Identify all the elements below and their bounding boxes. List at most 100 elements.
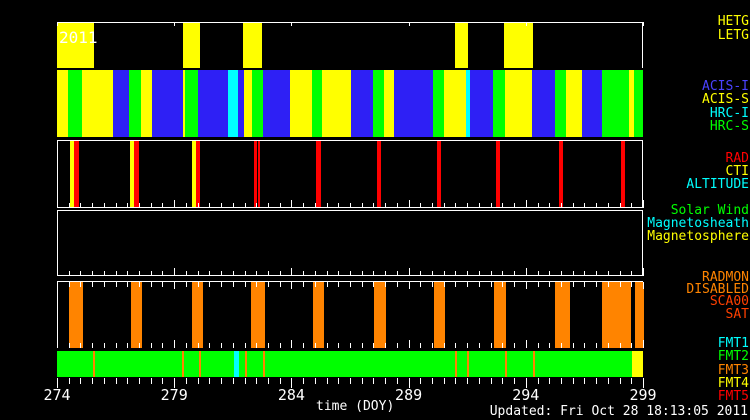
axis-tick: [596, 282, 597, 287]
segment: [254, 141, 257, 207]
axis-tick: [643, 378, 644, 388]
axis-tick: [350, 378, 351, 384]
axis-tick: [127, 271, 128, 276]
axis-tick: [397, 378, 398, 384]
axis-tick: [526, 340, 527, 348]
segment: [496, 141, 501, 207]
year-label: 2011: [59, 28, 98, 47]
segment: [601, 70, 629, 137]
axis-tick: [397, 282, 398, 287]
axis-tick: [221, 378, 222, 384]
right-label: SAT: [725, 307, 749, 322]
segment: [321, 70, 351, 137]
axis-tick: [573, 282, 574, 287]
axis-tick: [397, 343, 398, 348]
segment: [383, 70, 395, 137]
segment: [350, 70, 373, 137]
axis-tick: [291, 282, 292, 289]
axis-tick: [420, 378, 421, 384]
axis-tick: [116, 203, 117, 208]
axis-tick: [280, 378, 281, 384]
segment: [192, 282, 204, 348]
axis-tick: [514, 378, 515, 384]
segment: [183, 70, 185, 137]
axis-tick: [256, 203, 257, 208]
axis-tick: [80, 343, 81, 348]
segment: [455, 351, 457, 377]
axis-tick: [373, 203, 374, 208]
segment: [493, 282, 506, 348]
axis-tick: [104, 282, 105, 287]
segment: [554, 282, 570, 348]
axis-tick: [127, 343, 128, 348]
axis-tick: [467, 378, 468, 384]
axis-tick: [455, 378, 456, 384]
axis-tick: [151, 271, 152, 276]
axis-tick: [198, 378, 199, 384]
axis-tick: [350, 203, 351, 208]
axis-tick: [608, 282, 609, 287]
axis-tick: [420, 343, 421, 348]
axis-tick: [268, 271, 269, 276]
segment: [244, 70, 253, 137]
x-axis-label: time (DOY): [316, 399, 395, 414]
band-radmon: [57, 281, 644, 348]
axis-tick: [596, 203, 597, 208]
axis-tick: [315, 343, 316, 348]
axis-tick: [514, 282, 515, 287]
axis-tick: [291, 268, 292, 276]
band-radzone: [57, 140, 643, 208]
segment: [394, 70, 433, 137]
axis-tick: [620, 282, 621, 287]
axis-tick: [596, 343, 597, 348]
axis-tick: [549, 203, 550, 208]
axis-tick: [127, 203, 128, 208]
axis-tick: [198, 343, 199, 348]
axis-tick: [80, 378, 81, 384]
right-label: FMT1: [717, 336, 749, 351]
axis-tick-label: 279: [160, 386, 188, 404]
axis-tick: [467, 282, 468, 287]
axis-tick: [268, 203, 269, 208]
axis-tick: [491, 282, 492, 287]
axis-tick: [455, 203, 456, 208]
segment: [69, 141, 74, 207]
axis-tick: [373, 271, 374, 276]
axis-tick: [549, 282, 550, 287]
axis-tick: [362, 203, 363, 208]
axis-tick: [608, 343, 609, 348]
axis-tick: [315, 271, 316, 276]
axis-tick: [444, 203, 445, 208]
axis-tick: [280, 343, 281, 348]
axis-tick: [432, 271, 433, 276]
axis-tick: [174, 282, 175, 289]
segment: [73, 141, 80, 207]
axis-tick: [303, 282, 304, 287]
right-label: ALTITUDE: [686, 177, 749, 192]
axis-tick: [291, 22, 292, 26]
segment: [470, 70, 493, 137]
axis-tick: [327, 378, 328, 384]
axis-tick: [549, 271, 550, 276]
axis-tick: [291, 200, 292, 208]
axis-tick: [631, 203, 632, 208]
axis-tick: [620, 378, 621, 384]
axis-tick: [373, 282, 374, 287]
segment: [466, 351, 469, 377]
segment: [437, 141, 441, 207]
axis-tick: [233, 282, 234, 287]
axis-tick: [467, 343, 468, 348]
segment: [257, 141, 261, 207]
axis-tick: [209, 271, 210, 276]
axis-tick: [104, 343, 105, 348]
axis-tick: [526, 268, 527, 276]
axis-tick: [620, 203, 621, 208]
axis-tick: [280, 271, 281, 276]
right-label: SCA00: [709, 294, 749, 309]
axis-tick: [139, 378, 140, 384]
band-telemetry-format: [57, 351, 643, 377]
axis-tick: [139, 343, 140, 348]
segment: [183, 23, 200, 68]
axis-tick: [57, 340, 58, 348]
axis-tick: [139, 203, 140, 208]
